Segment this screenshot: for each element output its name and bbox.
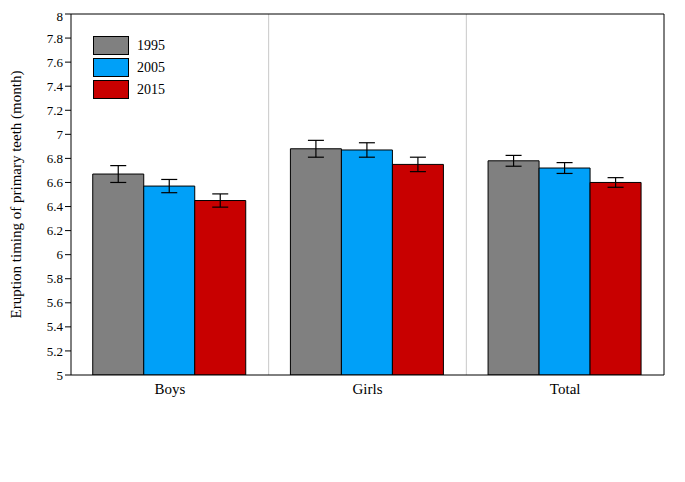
svg-text:7.4: 7.4 — [47, 79, 64, 94]
svg-text:8: 8 — [57, 9, 64, 24]
html-text:1995: 1995 — [137, 37, 165, 53]
svg-text:Total: Total — [550, 381, 581, 397]
html-text:2015: 2015 — [137, 81, 165, 97]
svg-text:Girls: Girls — [353, 381, 383, 397]
svg-text:6: 6 — [57, 247, 64, 262]
svg-text:Boys: Boys — [154, 381, 185, 397]
svg-text:5: 5 — [57, 368, 64, 383]
svg-text:6.4: 6.4 — [47, 199, 64, 214]
svg-text:5.2: 5.2 — [47, 344, 63, 359]
svg-text:6.6: 6.6 — [47, 175, 64, 190]
svg-text:7.2: 7.2 — [47, 103, 63, 118]
svg-text:7.8: 7.8 — [47, 31, 63, 46]
svg-text:Eruption timing of primary tee: Eruption timing of primary teeth (month) — [8, 71, 25, 319]
svg-text:5.4: 5.4 — [47, 319, 64, 334]
svg-text:6.2: 6.2 — [47, 223, 63, 238]
svg-text:6.8: 6.8 — [47, 151, 63, 166]
html-text:2005: 2005 — [137, 59, 165, 75]
svg-text:5.8: 5.8 — [47, 271, 63, 286]
svg-text:5.6: 5.6 — [47, 295, 64, 310]
svg-text:7: 7 — [57, 127, 64, 142]
svg-text:7.6: 7.6 — [47, 55, 64, 70]
